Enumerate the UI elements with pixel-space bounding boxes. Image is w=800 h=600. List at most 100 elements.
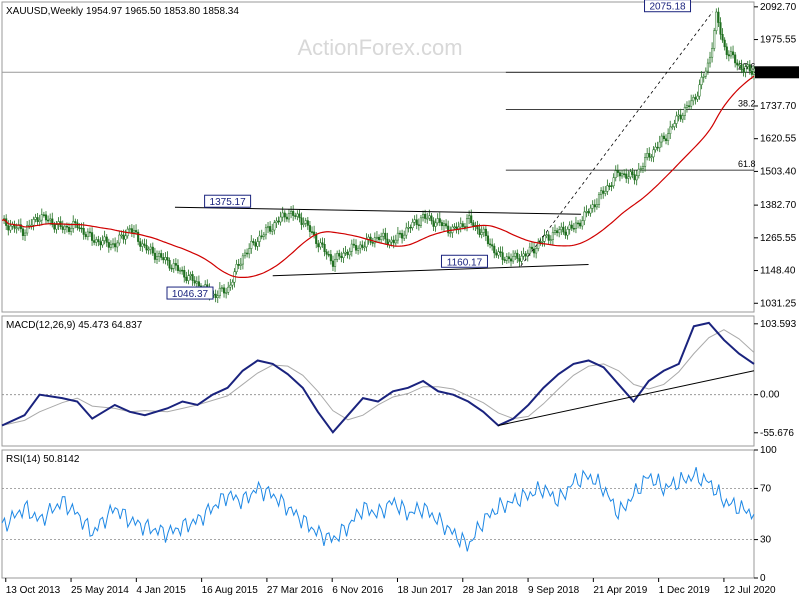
candle-body	[704, 70, 707, 77]
candle-body	[627, 176, 630, 179]
candle-body	[392, 239, 395, 244]
candle-body	[246, 252, 249, 255]
candle-body	[111, 243, 115, 245]
candle-body	[375, 236, 379, 239]
x-tick-label: 18 Jun 2017	[397, 585, 452, 596]
candle-body	[411, 222, 414, 229]
candle-body	[468, 215, 471, 219]
candle-body	[97, 239, 100, 242]
candle-body	[734, 54, 737, 64]
candle-body	[344, 251, 347, 254]
candle-body	[512, 256, 515, 262]
candle-body	[132, 230, 136, 233]
candle-body	[359, 244, 362, 249]
candle-body	[717, 11, 720, 23]
candle-body	[480, 232, 483, 235]
candle-body	[673, 123, 676, 127]
candle-body	[401, 233, 404, 239]
candle-body	[331, 260, 335, 267]
candle-body	[262, 234, 265, 237]
candle-body	[646, 153, 649, 158]
candle-body	[130, 228, 133, 233]
candle-body	[269, 226, 272, 232]
candle-body	[258, 235, 261, 242]
candle-body	[633, 174, 636, 181]
candle-body	[551, 232, 554, 240]
candle-body	[732, 51, 735, 56]
candle-body	[49, 218, 52, 221]
candle-body	[292, 211, 295, 216]
candle-body	[398, 232, 402, 235]
candle-body	[702, 75, 705, 78]
candle-body	[727, 54, 730, 57]
candle-body	[231, 281, 234, 286]
candle-body	[327, 254, 330, 256]
candle-body	[15, 227, 18, 230]
candle-body	[78, 227, 81, 229]
candle-body	[635, 175, 638, 181]
macd-y-tick-label: -55.676	[760, 428, 794, 439]
x-tick-label: 16 Aug 2015	[202, 585, 259, 596]
candle-body	[715, 11, 718, 31]
candle-body	[499, 251, 502, 253]
candle-body	[99, 241, 102, 246]
candle-body	[342, 252, 345, 258]
candle-body	[629, 171, 632, 178]
candle-body	[432, 220, 435, 227]
price-panel-frame	[1, 1, 755, 313]
x-tick-label: 12 Jul 2020	[724, 585, 776, 596]
candle-body	[298, 213, 301, 219]
candle-body	[426, 217, 429, 220]
candle-body	[250, 240, 253, 249]
candle-body	[493, 245, 496, 254]
candle-body	[654, 146, 657, 151]
candle-body	[296, 213, 299, 217]
candle-body	[260, 235, 263, 238]
candle-body	[660, 135, 663, 143]
candle-body	[143, 243, 146, 246]
candle-body	[616, 170, 619, 173]
candle-body	[459, 223, 462, 228]
candle-body	[516, 252, 519, 259]
price-annotation-label: 1160.17	[447, 257, 483, 268]
candle-body	[116, 242, 119, 248]
candle-body	[518, 258, 521, 262]
rsi-line	[1, 467, 755, 552]
candle-body	[114, 243, 117, 248]
candle-body	[656, 146, 659, 149]
candle-body	[648, 153, 651, 158]
candle-body	[193, 280, 196, 284]
candle-body	[350, 243, 353, 252]
candle-body	[585, 211, 588, 213]
candle-body	[589, 207, 592, 214]
candle-body	[742, 69, 745, 73]
price-y-tick-label: 1737.70	[760, 101, 797, 112]
candle-body	[170, 267, 173, 270]
rsi-series	[1, 467, 755, 552]
candle-body	[631, 171, 634, 175]
candle-body	[729, 51, 733, 57]
x-tick-label: 9 Sep 2018	[528, 585, 580, 596]
candle-body	[625, 173, 628, 179]
candle-body	[725, 46, 728, 55]
candle-body	[610, 185, 613, 187]
candle-body	[325, 251, 328, 255]
candle-body	[748, 64, 751, 72]
candle-body	[595, 204, 598, 208]
candle-body	[677, 114, 680, 117]
candle-body	[541, 241, 544, 243]
rsi-y-tick-label: 30	[760, 535, 772, 546]
candle-body	[63, 225, 66, 230]
candle-body	[612, 177, 615, 187]
candle-body	[235, 264, 238, 273]
x-tick-label: 13 Oct 2013	[6, 585, 61, 596]
rsi-panel-frame	[1, 449, 755, 579]
candle-body	[690, 100, 693, 107]
candle-body	[323, 244, 326, 253]
candle-body	[53, 224, 56, 230]
candle-body	[417, 224, 420, 226]
candle-body	[32, 219, 35, 226]
x-tick-label: 25 May 2014	[71, 585, 129, 596]
candle-body	[608, 185, 611, 187]
candle-body	[419, 217, 422, 226]
